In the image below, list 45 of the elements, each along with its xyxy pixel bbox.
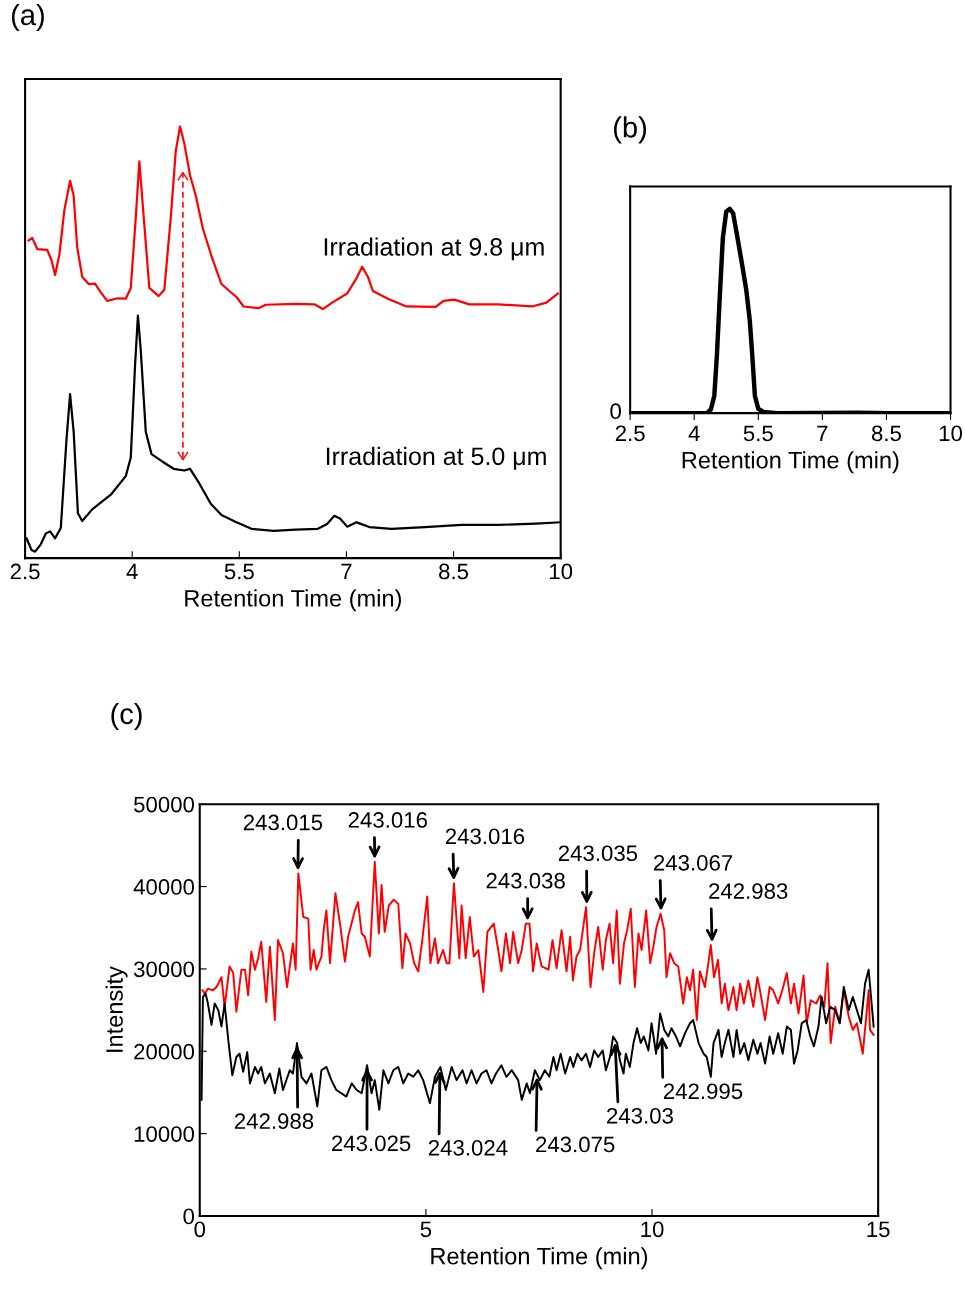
chart-title: (a) [11, 3, 44, 32]
annotation: 243.025 [332, 1135, 411, 1152]
annotation: 243.03 [607, 1107, 673, 1124]
annotation: 243.015 [243, 814, 323, 831]
x-tick-label: 5.5 [224, 563, 254, 580]
x-tick-label: 8.5 [871, 425, 901, 442]
y-tick-label: 0 [183, 1208, 195, 1225]
x-tick-label: 2.5 [10, 563, 40, 580]
text: 0 [610, 403, 621, 420]
chart-title: (b) [614, 116, 647, 144]
x-tick-label: 5 [420, 1221, 432, 1238]
y-tick-label: 10000 [134, 1126, 195, 1142]
y-tick-label: 30000 [133, 961, 195, 978]
annotation: 243.075 [536, 1136, 615, 1153]
series-label: Irradiation at 9.8 μm [324, 237, 544, 261]
x-tick-label: 8.5 [439, 563, 469, 580]
annotation: 243.035 [558, 845, 638, 862]
x-tick-label: 10 [550, 563, 573, 580]
annotation: 242.983 [709, 883, 788, 899]
x-tick-label: 0 [194, 1221, 206, 1238]
x-tick-label: 15 [867, 1221, 890, 1238]
x-tick-label: 2.5 [615, 425, 645, 442]
annotation: 243.016 [348, 812, 427, 828]
x-tick-label: 4 [688, 425, 700, 442]
y-tick-label: 40000 [133, 879, 195, 895]
annotation: 243.038 [486, 872, 565, 889]
x-tick-label: 5.5 [743, 425, 773, 442]
x-tick-label: 4 [126, 563, 138, 580]
x-tick-label: 7 [341, 563, 352, 580]
x-tick-label: 7 [817, 425, 828, 442]
y-tick-label: 20000 [134, 1043, 195, 1060]
annotation: 243.024 [428, 1139, 508, 1156]
x-tick-label: 10 [939, 425, 963, 442]
x-axis-title: Retention Time (min) [185, 589, 401, 612]
series-label: Irradiation at 5.0 μm [326, 446, 546, 470]
annotation: 243.067 [654, 854, 733, 871]
x-axis-title: Retention Time (min) [682, 451, 899, 474]
annotation: 243.016 [445, 828, 525, 845]
chart-title: (c) [111, 702, 142, 731]
x-tick-label: 10 [641, 1221, 664, 1238]
x-axis-title: Retention Time (min) [431, 1247, 648, 1270]
y-axis-title: Intensity [105, 966, 128, 1052]
annotation: 242.995 [663, 1083, 743, 1100]
y-tick-label: 50000 [133, 796, 195, 813]
annotation: 242.988 [234, 1113, 314, 1130]
